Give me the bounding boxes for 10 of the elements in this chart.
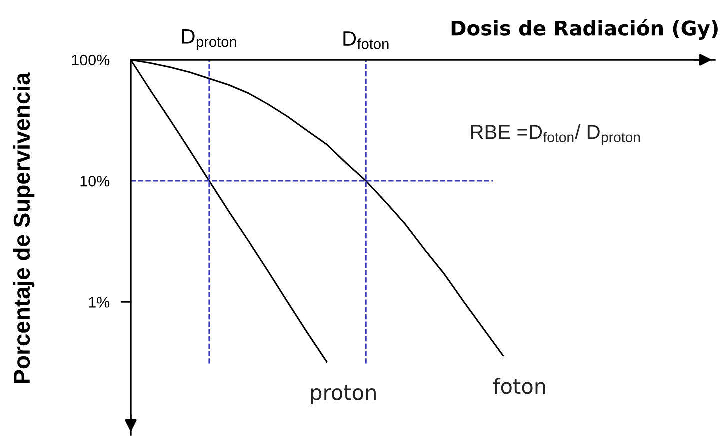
series-label: foton — [493, 378, 546, 394]
series-label: proton — [311, 386, 376, 404]
x-tick-label: D$_{foton}$ — [344, 32, 389, 50]
y-tick-label: 100% — [72, 54, 110, 66]
y-tick-label: 10% — [80, 176, 110, 187]
x-axis-title: Dosis de Radiación (Gy) — [452, 20, 718, 40]
annotation: RBE =D$_{foton}$/ D$_{proton}$ — [471, 124, 640, 146]
y-tick-label: 1% — [89, 297, 110, 308]
x-tick-label: D$_{proton}$ — [182, 29, 236, 50]
y-axis-title: Porcentaje de Supervivencia — [13, 72, 35, 384]
